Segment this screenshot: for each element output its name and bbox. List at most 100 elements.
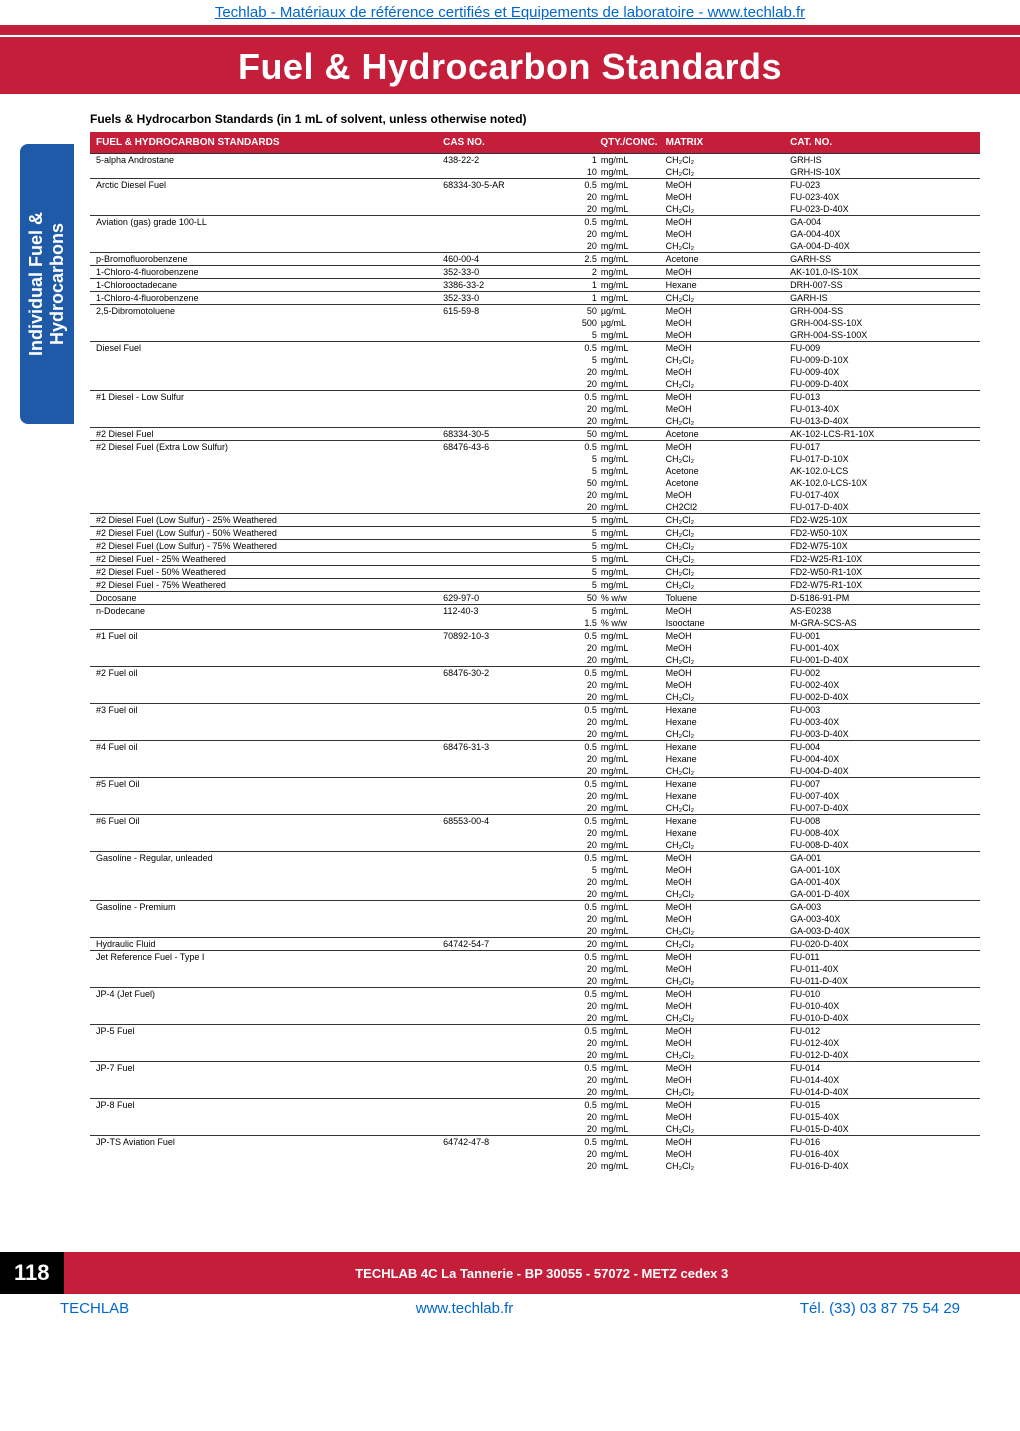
cell-unit: mg/mL xyxy=(597,553,660,566)
cell-cas: 460-00-4 xyxy=(437,253,562,266)
table-row: 20mg/mLCH₂Cl₂FU-010-D-40X xyxy=(90,1012,980,1025)
cell-matrix: MeOH xyxy=(660,1062,785,1075)
cell-name: p-Bromofluorobenzene xyxy=(90,253,437,266)
cell-name: 1-Chloro-4-fluorobenzene xyxy=(90,292,437,305)
cell-name xyxy=(90,501,437,514)
cell-matrix: MeOH xyxy=(660,1074,785,1086)
cell-unit: mg/mL xyxy=(597,728,660,741)
cell-name: Docosane xyxy=(90,592,437,605)
cell-name xyxy=(90,1012,437,1025)
cell-unit: mg/mL xyxy=(597,1062,660,1075)
cell-cas xyxy=(437,1049,562,1062)
cell-qty: 20 xyxy=(562,888,597,901)
cell-name: #2 Diesel Fuel - 25% Weathered xyxy=(90,553,437,566)
cell-cas xyxy=(437,790,562,802)
cell-cas xyxy=(437,540,562,553)
cell-qty: 5 xyxy=(562,605,597,618)
cell-qty: 20 xyxy=(562,728,597,741)
cell-cas xyxy=(437,827,562,839)
cell-name xyxy=(90,1074,437,1086)
cell-unit: mg/mL xyxy=(597,514,660,527)
cell-unit: mg/mL xyxy=(597,691,660,704)
cell-name xyxy=(90,329,437,342)
table-row: Arctic Diesel Fuel68334-30-5-AR0.5mg/mLM… xyxy=(90,179,980,192)
cell-qty: 20 xyxy=(562,716,597,728)
table-row: Docosane629-97-050% w/wTolueneD-5186-91-… xyxy=(90,592,980,605)
cell-matrix: CH₂Cl₂ xyxy=(660,354,785,366)
table-row: 5-alpha Androstane438-22-21mg/mLCH₂Cl₂GR… xyxy=(90,154,980,167)
cell-name: #5 Fuel Oil xyxy=(90,778,437,791)
cell-qty: 20 xyxy=(562,765,597,778)
cell-unit: mg/mL xyxy=(597,913,660,925)
cell-unit: mg/mL xyxy=(597,963,660,975)
table-row: 20mg/mLMeOHGA-004-40X xyxy=(90,228,980,240)
cell-unit: mg/mL xyxy=(597,790,660,802)
cell-unit: mg/mL xyxy=(597,753,660,765)
cell-cas xyxy=(437,704,562,717)
cell-qty: 20 xyxy=(562,203,597,216)
cell-cat: FU-023 xyxy=(784,179,980,192)
cell-matrix: MeOH xyxy=(660,630,785,643)
cell-matrix: CH₂Cl₂ xyxy=(660,888,785,901)
cell-cat: FU-013-40X xyxy=(784,403,980,415)
cell-cat: D-5186-91-PM xyxy=(784,592,980,605)
cell-matrix: CH₂Cl₂ xyxy=(660,154,785,167)
cell-cas xyxy=(437,514,562,527)
cell-matrix: CH₂Cl₂ xyxy=(660,938,785,951)
table-row: 500µg/mLMeOHGRH-004-SS-10X xyxy=(90,317,980,329)
cell-cat: FU-013-D-40X xyxy=(784,415,980,428)
cell-matrix: CH₂Cl₂ xyxy=(660,292,785,305)
cell-qty: 20 xyxy=(562,839,597,852)
cell-qty: 5 xyxy=(562,329,597,342)
bottom-link-left[interactable]: TECHLAB xyxy=(60,1300,129,1317)
th-cat: CAT. NO. xyxy=(784,132,980,154)
cell-cas xyxy=(437,852,562,865)
cell-cat: FU-008-40X xyxy=(784,827,980,839)
cell-cas xyxy=(437,240,562,253)
cell-cas: 64742-54-7 xyxy=(437,938,562,951)
top-header-link[interactable]: Techlab - Matériaux de référence certifi… xyxy=(0,0,1020,25)
table-row: #2 Diesel Fuel (Low Sulfur) - 75% Weathe… xyxy=(90,540,980,553)
table-row: 1.5% w/wIsooctaneM-GRA-SCS-AS xyxy=(90,617,980,630)
cell-qty: 5 xyxy=(562,527,597,540)
cell-matrix: MeOH xyxy=(660,1037,785,1049)
table-row: p-Bromofluorobenzene460-00-42.5mg/mLAcet… xyxy=(90,253,980,266)
cell-unit: mg/mL xyxy=(597,228,660,240)
cell-name xyxy=(90,477,437,489)
bottom-link-right[interactable]: Tél. (33) 03 87 75 54 29 xyxy=(800,1300,960,1317)
cell-qty: 20 xyxy=(562,925,597,938)
cell-matrix: MeOH xyxy=(660,605,785,618)
cell-cat: FU-014 xyxy=(784,1062,980,1075)
cell-name xyxy=(90,228,437,240)
cell-cas: 68334-30-5-AR xyxy=(437,179,562,192)
cell-qty: 20 xyxy=(562,378,597,391)
cell-unit: mg/mL xyxy=(597,253,660,266)
cell-cas xyxy=(437,716,562,728)
cell-unit: mg/mL xyxy=(597,716,660,728)
page-title: Fuel & Hydrocarbon Standards xyxy=(0,40,1020,94)
cell-cat: FU-002 xyxy=(784,667,980,680)
table-row: Gasoline - Regular, unleaded0.5mg/mLMeOH… xyxy=(90,852,980,865)
cell-unit: mg/mL xyxy=(597,342,660,355)
cell-matrix: MeOH xyxy=(660,1148,785,1160)
cell-name xyxy=(90,1148,437,1160)
cell-cat: FU-015-40X xyxy=(784,1111,980,1123)
bottom-link-mid[interactable]: www.techlab.fr xyxy=(416,1300,514,1317)
table-row: #1 Diesel - Low Sulfur0.5mg/mLMeOHFU-013 xyxy=(90,391,980,404)
cell-name xyxy=(90,765,437,778)
cell-matrix: CH₂Cl₂ xyxy=(660,166,785,179)
cell-qty: 50 xyxy=(562,477,597,489)
cell-cas xyxy=(437,329,562,342)
cell-unit: mg/mL xyxy=(597,765,660,778)
table-row: 20mg/mLMeOHFU-012-40X xyxy=(90,1037,980,1049)
cell-name xyxy=(90,1000,437,1012)
cell-qty: 2 xyxy=(562,266,597,279)
cell-qty: 0.5 xyxy=(562,1025,597,1038)
cell-cas: 68476-30-2 xyxy=(437,667,562,680)
table-row: 20mg/mLCH₂Cl₂FU-009-D-40X xyxy=(90,378,980,391)
cell-cat: FU-009-D-40X xyxy=(784,378,980,391)
table-row: 20mg/mLMeOHFU-011-40X xyxy=(90,963,980,975)
cell-unit: mg/mL xyxy=(597,1012,660,1025)
cell-cat: FU-001-D-40X xyxy=(784,654,980,667)
cell-cat: FU-002-40X xyxy=(784,679,980,691)
